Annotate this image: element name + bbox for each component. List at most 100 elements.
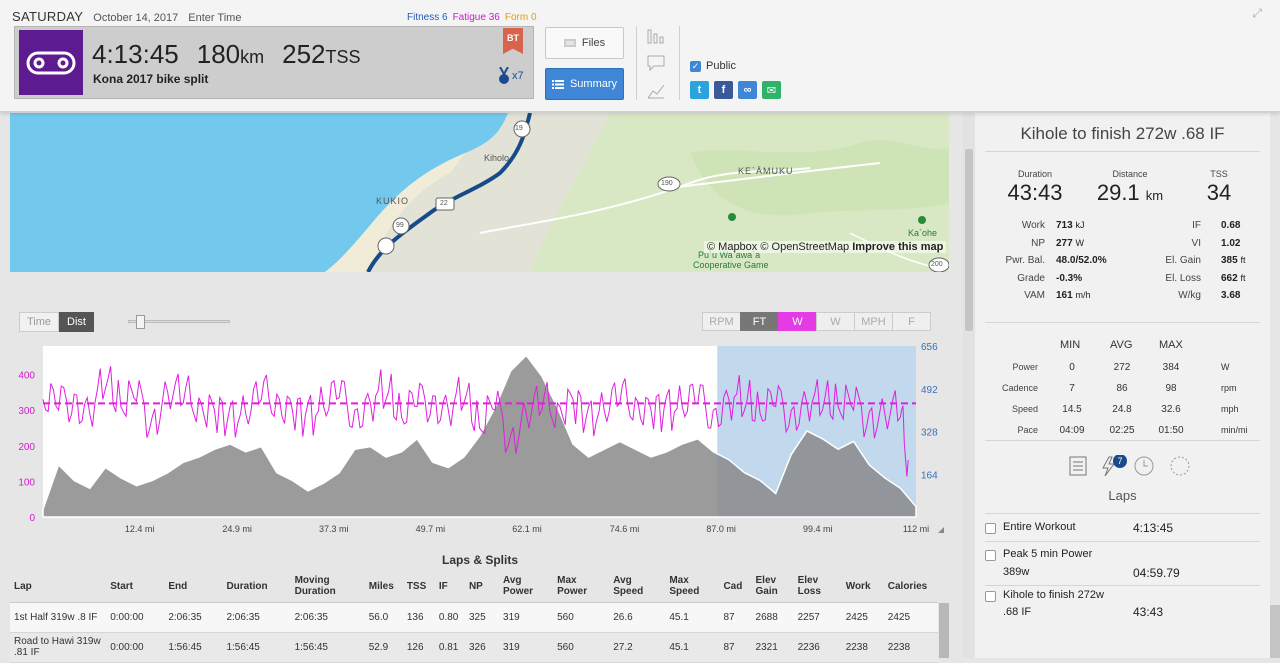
facebook-icon[interactable]: f — [714, 81, 733, 99]
osm-link[interactable]: © OpenStreetMap — [760, 241, 850, 253]
column-header[interactable]: Duration — [222, 571, 291, 603]
stat-value: 385 ft — [1221, 255, 1246, 266]
table-row[interactable]: Road to Hawi 319w .81 IF 0:00:00 1:56:45 1:… — [10, 632, 938, 663]
mam-value: 98 — [1165, 383, 1177, 394]
column-header[interactable]: End — [164, 571, 223, 603]
link-icon[interactable]: ∞ — [738, 81, 757, 99]
stat-label: NP — [1031, 237, 1045, 249]
dist-toggle[interactable]: Dist — [59, 312, 94, 332]
column-header[interactable]: Lap — [10, 571, 107, 603]
column-header[interactable]: Calories — [883, 571, 938, 603]
sidebar-scroll-rail[interactable] — [963, 113, 975, 658]
column-header[interactable]: Max Power — [553, 571, 610, 603]
laps-lightning-icon[interactable]: 7 — [1099, 455, 1129, 477]
power-elevation-chart[interactable]: 0 100 200 300 400 164 328 492 656 12.4 mi 24.9 mi 3… — [10, 340, 950, 540]
mam-value: 02:25 — [1109, 425, 1135, 436]
mapbox-link[interactable]: © Mapbox — [707, 241, 758, 253]
workout-title[interactable]: Kona 2017 bike split — [93, 72, 209, 86]
divider — [985, 541, 1260, 542]
smoothing-slider[interactable] — [128, 315, 230, 329]
y-left-tick-label: 400 — [18, 371, 35, 382]
divider — [985, 585, 1260, 586]
table-cell: 1:56:45 — [290, 632, 365, 663]
table-cell: 560 — [553, 602, 610, 633]
table-cell: 560 — [553, 632, 610, 663]
route-shield-label: 200 — [931, 261, 943, 268]
files-button[interactable]: Files — [545, 27, 624, 59]
y-left-tick-label: 0 — [29, 513, 35, 524]
workout-chart-panel: Time Dist RPM FT W W MPH F 0 100 200 300 400… — [10, 290, 950, 540]
slider-thumb[interactable] — [136, 315, 145, 329]
f-button[interactable]: F — [892, 312, 931, 331]
email-icon[interactable]: ✉ — [762, 81, 781, 99]
expand-icon[interactable]: ⤢ — [1252, 6, 1262, 20]
sidebar-scrollbar[interactable] — [1270, 605, 1280, 658]
column-header[interactable]: IF — [434, 571, 465, 603]
mam-row-label: Speed — [1011, 404, 1038, 414]
mam-row-label: Pace — [1017, 425, 1038, 435]
public-checkbox[interactable]: ✓ Public — [690, 60, 736, 72]
lap-checkbox[interactable] — [985, 550, 996, 561]
column-header[interactable]: Start — [106, 571, 165, 603]
lap-item[interactable]: Peak 5 min Power 389w 04:59.79 — [985, 548, 1270, 582]
comment-icon[interactable] — [646, 54, 666, 72]
laps-count-badge: 7 — [1117, 456, 1122, 466]
analysis-chart-icon[interactable] — [646, 82, 666, 100]
medal-icon — [499, 67, 509, 84]
time-toggle[interactable]: Time — [19, 312, 60, 332]
column-header[interactable]: Elev Gain — [751, 571, 794, 603]
stat-value: -0.3% — [1056, 272, 1083, 284]
lap-detail-panel: Kihole to finish 272w .68 IF Duration 43… — [975, 113, 1270, 658]
column-header[interactable]: Miles — [364, 571, 403, 603]
rpm-button[interactable]: RPM — [702, 312, 741, 331]
map-label-kiholo: Kiholo — [484, 153, 510, 163]
lap-checkbox[interactable] — [985, 523, 996, 534]
column-header[interactable]: NP — [464, 571, 500, 603]
table-cell: 2:06:35 — [290, 602, 365, 633]
lap-item[interactable]: Entire Workout 4:13:45 — [985, 521, 1270, 545]
column-header[interactable]: TSS — [402, 571, 435, 603]
column-header[interactable]: Work — [841, 571, 884, 603]
column-header[interactable]: Avg Speed — [609, 571, 666, 603]
lap-checkbox[interactable] — [985, 591, 996, 602]
column-header[interactable]: Avg Power — [499, 571, 554, 603]
watts-alt-button[interactable]: W — [816, 312, 855, 331]
table-cell: 2425 — [841, 602, 884, 633]
fitness-metric: Fitness 6 — [407, 12, 448, 23]
divider — [679, 26, 680, 100]
enter-time-link[interactable]: Enter Time — [188, 12, 242, 24]
stat-value: 713 kJ — [1056, 220, 1085, 231]
stat-value: 48.0/52.0% — [1056, 255, 1107, 266]
stat-value: 277 W — [1056, 237, 1084, 249]
route-map[interactable]: Kiholo KUKIO KE`ĀMUKU Ka`ohe Pu`u Wa`awa… — [10, 113, 949, 272]
twitter-icon[interactable]: t — [690, 81, 709, 99]
map-label-kaohe: Ka`ohe — [908, 228, 938, 238]
fatigue-metric: Fatigue 36 — [452, 12, 500, 23]
column-header[interactable]: Moving Duration — [290, 571, 365, 603]
table-cell: 0:00:00 — [106, 602, 165, 633]
elevation-area — [42, 354, 917, 518]
summary-button[interactable]: Summary — [545, 68, 624, 100]
watts-button[interactable]: W — [778, 312, 817, 331]
column-header[interactable]: Cad — [719, 571, 752, 603]
dashed-circle-icon[interactable] — [1169, 455, 1191, 477]
table-scrollbar[interactable] — [939, 603, 949, 658]
sidebar-scroll-thumb[interactable] — [965, 149, 973, 331]
lap-item[interactable]: Kihole to finish 272w .68 IF 43:43 — [985, 589, 1270, 623]
column-header[interactable]: Elev Loss — [793, 571, 842, 603]
mam-header: MIN — [1060, 339, 1081, 351]
laps-splits-table: Lap Start End Duration Moving Duration Miles T… — [10, 571, 938, 663]
bar-chart-icon[interactable] — [646, 27, 666, 45]
improve-map-link[interactable]: Improve this map — [852, 241, 944, 253]
table-cell: 1:56:45 — [222, 632, 291, 663]
mph-button[interactable]: MPH — [854, 312, 893, 331]
notes-icon[interactable] — [1067, 455, 1089, 477]
clock-icon[interactable] — [1133, 455, 1155, 477]
table-row[interactable]: 1st Half 319w .8 IF 0:00:00 2:06:35 2:06:35… — [10, 602, 938, 633]
peak-medal[interactable]: x7 — [497, 67, 524, 85]
divider — [985, 151, 1260, 152]
y-right-tick-label: 164 — [921, 470, 938, 481]
mam-header: AVG — [1110, 339, 1133, 351]
column-header[interactable]: Max Speed — [665, 571, 720, 603]
ft-button[interactable]: FT — [740, 312, 779, 331]
